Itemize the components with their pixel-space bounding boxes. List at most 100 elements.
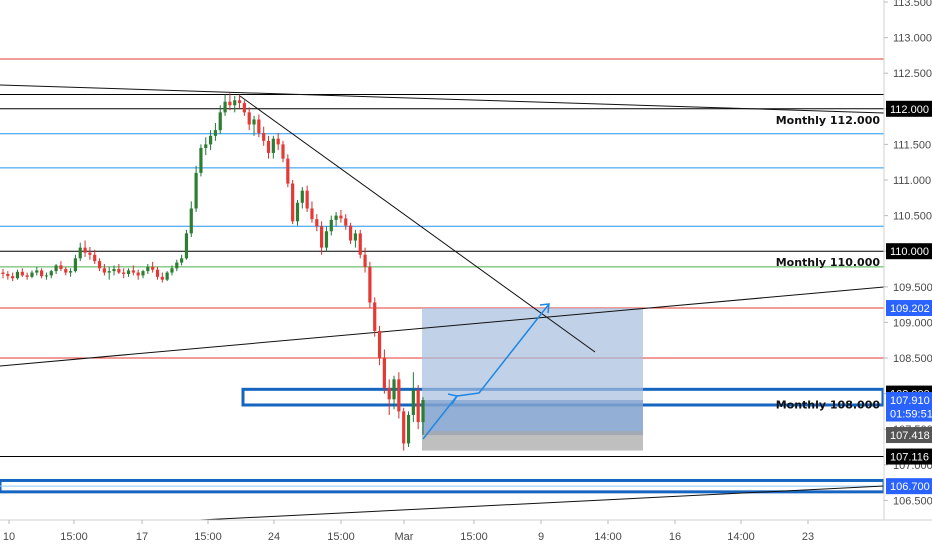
candle-body-70: [339, 215, 343, 219]
candle-body-18: [88, 252, 92, 255]
candle-body-2: [11, 276, 15, 279]
price-badges: 112.000110.000109.202108.000107.91001:59…: [886, 100, 932, 495]
candle-body-51: [247, 112, 251, 125]
candle-body-24: [117, 269, 121, 273]
candle-body-64: [310, 208, 314, 220]
x-tick-label-2: 17: [136, 531, 148, 543]
level-annotation-0: Monthly 112.000: [776, 114, 881, 127]
candle-body-66: [320, 226, 324, 248]
candle-body-81: [392, 379, 396, 400]
price-badge-label-1: 110.000: [890, 246, 929, 258]
candle-body-65: [315, 219, 319, 227]
y-tick-label-4: 111.500: [893, 139, 931, 151]
arrow-head-first: [447, 393, 459, 405]
candle-body-53: [257, 119, 261, 134]
candle-body-67: [324, 231, 329, 248]
price-badge-label-0: 112.000: [890, 104, 929, 116]
candle-body-7: [35, 270, 39, 273]
candle-body-10: [49, 271, 53, 276]
candle-body-34: [165, 272, 169, 280]
candle-body-33: [160, 276, 164, 280]
price-badge-bg-8: [886, 478, 932, 495]
price-badge-label-4: 107.910: [890, 395, 930, 407]
x-tick-label-3: 15:00: [194, 531, 222, 543]
trend-line-ascending: [0, 286, 885, 367]
price-badge-label-7: 107.116: [890, 452, 929, 464]
candle-body-58: [281, 144, 285, 159]
candle-body-13: [64, 269, 68, 273]
candle-body-29: [141, 271, 145, 276]
price-badge-bg-4: [886, 392, 932, 409]
candle-body-85: [411, 390, 415, 415]
price-badge-bg-2: [886, 300, 932, 317]
candle-body-28: [136, 272, 140, 276]
candle-body-23: [112, 269, 116, 272]
x-tick-label-1: 15:00: [60, 531, 88, 543]
candle-body-43: [208, 135, 213, 145]
level-annotation-2: Monthly 108.000: [776, 399, 881, 412]
candle-body-72: [348, 225, 353, 241]
candle-body-61: [295, 202, 300, 222]
candle-body-15: [73, 258, 78, 272]
candle-body-4: [20, 271, 24, 276]
candle-body-21: [102, 268, 106, 273]
candle-body-31: [151, 266, 155, 270]
candle-body-35: [170, 268, 174, 273]
price-badge-label-6: 107.418: [890, 430, 930, 442]
candle-body-30: [146, 266, 150, 272]
x-tick-label-9: 14:00: [594, 531, 622, 543]
candle-body-37: [180, 258, 184, 263]
candle-body-6: [30, 272, 34, 277]
candle-body-49: [237, 100, 242, 104]
level-annotations: Monthly 112.000 Monthly 110.000 Monthly 10…: [776, 114, 881, 412]
candle-body-8: [40, 270, 44, 277]
candle-body-27: [131, 270, 135, 273]
candle-body-44: [213, 130, 218, 136]
x-tick-label-5: 15:00: [327, 531, 355, 543]
candle-body-9: [44, 275, 49, 277]
candles: [1, 93, 425, 451]
x-tick-label-8: 9: [538, 531, 544, 543]
x-tick-label-6: Mar: [395, 531, 414, 543]
candle-body-41: [199, 147, 203, 173]
candle-body-78: [377, 330, 382, 358]
time-axis[interactable]: [0, 520, 884, 550]
candle-body-76: [368, 266, 372, 303]
candle-body-52: [252, 119, 256, 125]
candle-body-39: [189, 208, 193, 234]
price-badge-bg-0: [886, 100, 932, 117]
y-tick-label-1: 113.000: [893, 33, 932, 45]
candle-body-0: [1, 272, 5, 274]
level-annotation-1: Monthly 110.000: [776, 256, 881, 269]
candle-body-59: [286, 158, 290, 184]
projection-arrow: [422, 303, 550, 440]
candle-body-79: [382, 358, 386, 388]
candle-body-48: [233, 100, 237, 106]
long-position-tool[interactable]: [422, 308, 643, 451]
x-tick-label-4: 24: [268, 531, 280, 543]
candle-body-11: [54, 265, 58, 272]
trend-line-descending: [239, 95, 596, 353]
candle-body-20: [97, 261, 102, 269]
candle-body-55: [266, 140, 271, 153]
candle-body-74: [358, 233, 362, 255]
candle-body-63: [305, 190, 309, 209]
filled-zone: [422, 400, 643, 432]
candle-body-86: [416, 390, 420, 423]
candle-body-68: [329, 219, 333, 232]
price-badge-label-2: 109.202: [890, 303, 930, 315]
candle-body-84: [406, 414, 411, 444]
y-tick-label-0: 113.500: [893, 0, 932, 9]
y-tick-label-5: 111.000: [893, 175, 931, 187]
x-tick-label-12: 23: [802, 531, 814, 543]
x-tick-label-10: 16: [669, 531, 681, 543]
x-tick-label-7: 15:00: [460, 531, 488, 543]
candle-body-69: [334, 215, 338, 220]
candle-body-73: [353, 233, 358, 241]
candle-body-45: [218, 112, 222, 131]
x-axis-ticks: 10 15:00 17 15:00 24 15:00 Mar 15:00 9 14:00 16 14:…: [3, 520, 814, 543]
candle-body-71: [344, 218, 348, 226]
price-badge-label-8: 106.700: [890, 481, 930, 493]
x-tick-label-0: 10: [3, 531, 15, 543]
